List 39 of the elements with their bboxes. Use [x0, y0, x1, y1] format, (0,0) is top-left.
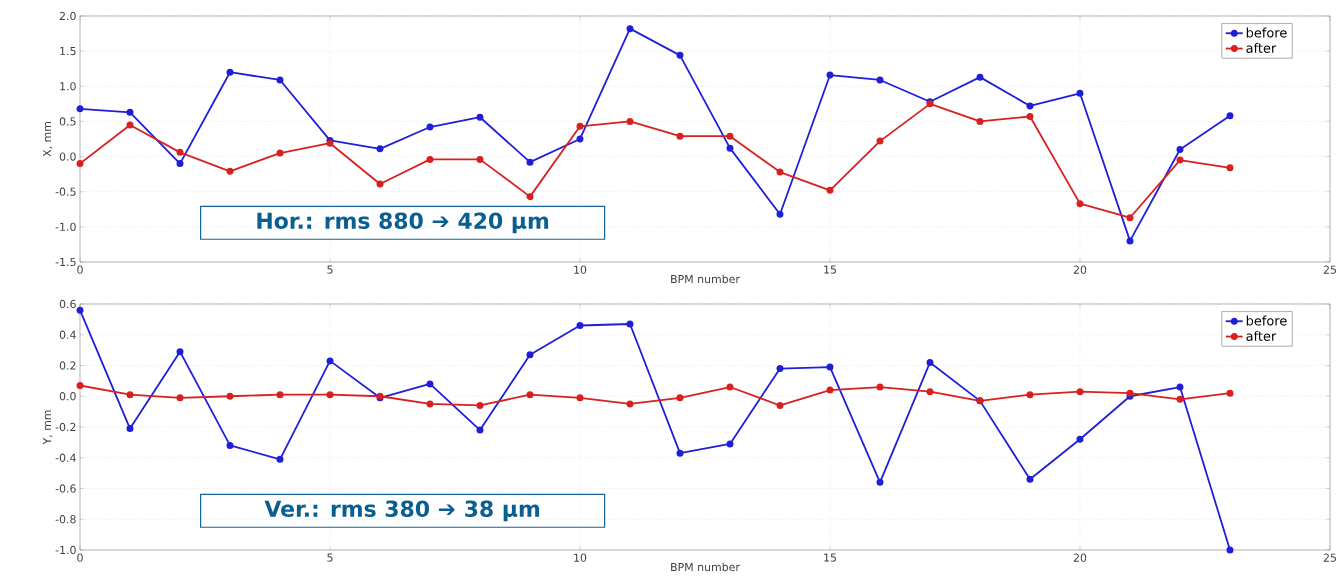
x-tick-label: 15 — [824, 265, 836, 274]
x-tick-label: 10 — [574, 553, 587, 562]
y-tick-label: -1.0 — [55, 545, 76, 555]
x-tick-label: 20 — [1073, 553, 1087, 562]
x-tick-label: 0 — [77, 553, 83, 562]
annotation: Hor.: rms 880 ➔ 420 µm — [257, 212, 549, 234]
y-tick-label: -0.5 — [55, 187, 76, 196]
y-tick-label: 0.2 — [59, 361, 76, 370]
annotation: Ver.: rms 380 ➔ 38 µm — [264, 500, 540, 522]
y-tick-label: 0.5 — [59, 117, 76, 126]
x-tick-label: 25 — [1323, 553, 1336, 562]
legend-label: after — [1246, 330, 1277, 341]
y-tick-label: 1.5 — [60, 47, 76, 56]
legend-label: before — [1246, 315, 1287, 326]
x-tick-label: 20 — [1073, 265, 1087, 274]
x-tick-label: 25 — [1323, 265, 1336, 274]
x-tick-label: 5 — [327, 265, 333, 274]
y-tick-label: -1.0 — [55, 222, 76, 231]
y-tick-label: -0.8 — [55, 515, 76, 524]
legend-label: after — [1246, 42, 1277, 53]
x-tick-label: 10 — [574, 265, 587, 274]
y-tick-label: -0.4 — [55, 453, 76, 462]
x-tick-label: 0 — [77, 265, 83, 274]
legend-label: before — [1246, 27, 1287, 38]
y-tick-label: -0.6 — [55, 484, 76, 493]
y-tick-label: 0.6 — [59, 299, 76, 309]
y-tick-label: 0.0 — [59, 152, 76, 161]
y-tick-label: -1.5 — [55, 257, 76, 267]
y-tick-label: 1.0 — [60, 82, 76, 91]
y-axis-title: Y, mm — [43, 410, 53, 445]
y-tick-label: 2.0 — [59, 11, 76, 21]
y-tick-label: -0.2 — [55, 422, 76, 432]
y-axis-title: X, mm — [43, 122, 53, 157]
x-axis-title: BPM number — [671, 562, 740, 572]
x-tick-label: 5 — [327, 553, 333, 562]
y-tick-label: 0.4 — [59, 330, 76, 339]
x-axis-title: BPM number — [671, 274, 740, 284]
y-tick-label: 0.0 — [59, 392, 76, 401]
x-tick-label: 15 — [824, 553, 836, 562]
